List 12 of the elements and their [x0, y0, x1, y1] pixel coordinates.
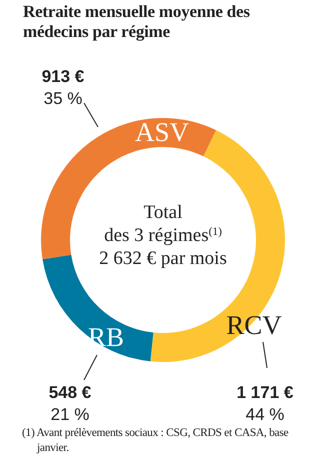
- slice-label: ASV: [134, 117, 190, 147]
- data-label: 548 €: [48, 383, 92, 402]
- data-label: 913 €: [42, 67, 85, 86]
- text: 2 632 € par mois: [99, 248, 227, 269]
- text: 35 %: [44, 89, 82, 108]
- text: 44 %: [246, 405, 284, 424]
- chart-title: Retraite mensuelle moyenne des médecins par régime: [23, 2, 251, 42]
- text: (1) Avant prélèvements sociaux : CSG, CRDS et CASA, base janvier.: [22, 426, 290, 456]
- data-label: 1 171 €: [236, 383, 294, 402]
- text: des 3 régimes$^{(1)}$: [104, 225, 222, 246]
- text: 21 %: [50, 405, 90, 424]
- text: Total: [144, 202, 182, 223]
